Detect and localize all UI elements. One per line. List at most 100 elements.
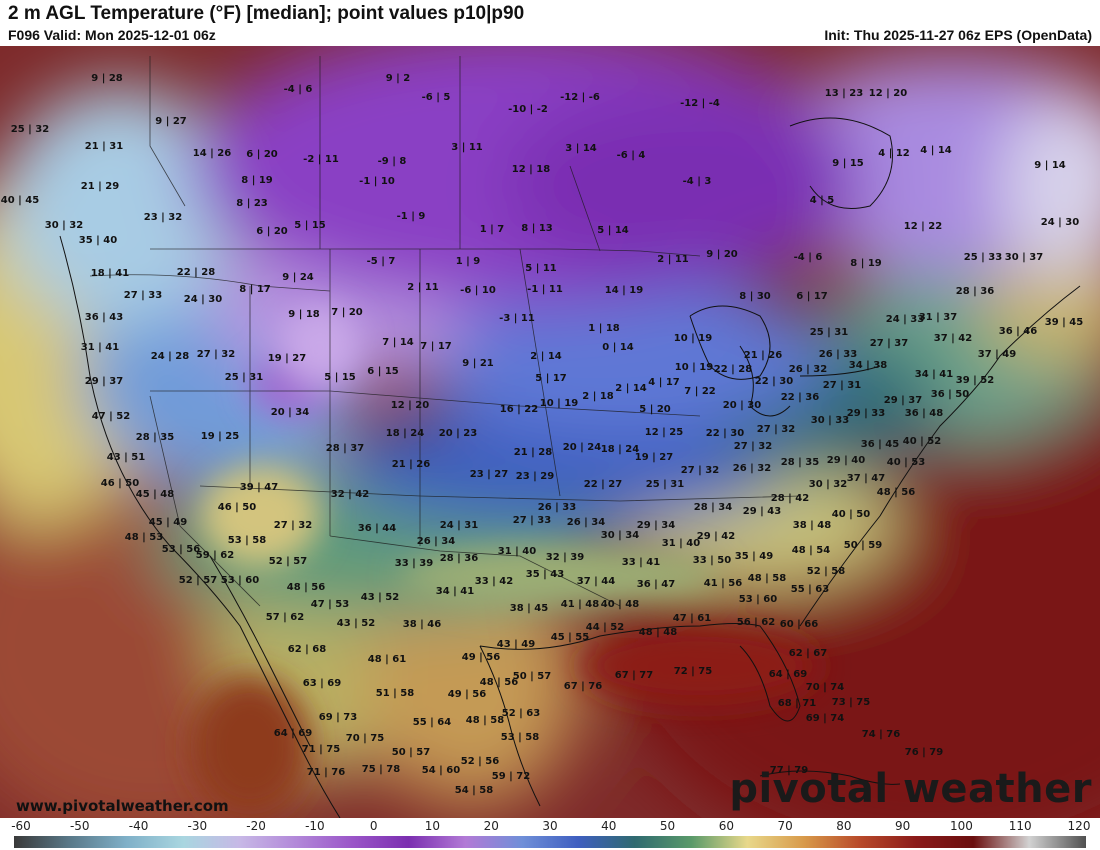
point-value-label: 37 | 44 [577, 576, 615, 587]
colorbar-tick: 30 [542, 819, 558, 833]
point-value-label: 2 | 14 [530, 351, 562, 362]
point-value-label: 29 | 33 [847, 408, 885, 419]
point-value-label: 36 | 43 [85, 312, 123, 323]
point-value-label: 13 | 23 [825, 88, 863, 99]
point-value-label: 9 | 2 [386, 73, 411, 84]
point-value-label: 48 | 48 [639, 627, 677, 638]
point-value-label: 9 | 24 [282, 272, 314, 283]
point-value-label: 48 | 56 [287, 582, 325, 593]
point-value-label: -6 | 4 [617, 150, 646, 161]
point-value-label: 52 | 57 [269, 556, 307, 567]
point-value-label: 49 | 56 [448, 689, 486, 700]
point-value-label: 16 | 22 [500, 404, 538, 415]
point-value-label: 20 | 30 [723, 400, 761, 411]
colorbar-tick: -30 [187, 819, 208, 833]
point-value-label: 32 | 39 [546, 552, 584, 563]
point-value-label: 2 | 11 [407, 282, 439, 293]
point-value-label: 9 | 21 [462, 358, 494, 369]
point-value-label: 39 | 52 [956, 375, 994, 386]
point-value-label: 30 | 34 [601, 530, 639, 541]
point-value-label: 2 | 11 [657, 254, 689, 265]
point-value-label: 25 | 33 [964, 252, 1002, 263]
point-value-label: 12 | 20 [391, 400, 429, 411]
point-value-label: 36 | 46 [999, 326, 1037, 337]
point-value-label: 10 | 19 [674, 333, 712, 344]
colorbar-tick: 100 [949, 819, 973, 833]
point-value-label: 30 | 37 [1005, 252, 1043, 263]
point-value-label: 1 | 9 [456, 256, 481, 267]
point-value-label: 23 | 27 [470, 469, 508, 480]
point-value-label: 18 | 24 [386, 428, 424, 439]
point-value-label: 2 | 18 [582, 391, 614, 402]
point-value-label: 64 | 69 [769, 669, 807, 680]
point-value-label: 47 | 61 [673, 613, 711, 624]
valid-time: F096 Valid: Mon 2025-12-01 06z [8, 27, 216, 43]
point-value-label: -1 | 9 [397, 211, 426, 222]
point-value-label: 28 | 35 [781, 457, 819, 468]
point-value-label: 7 | 22 [684, 386, 716, 397]
point-value-label: 3 | 11 [451, 142, 483, 153]
point-value-label: 37 | 42 [934, 333, 972, 344]
point-value-label: 19 | 27 [635, 452, 673, 463]
point-value-label: 14 | 19 [605, 285, 643, 296]
point-value-label: 25 | 31 [810, 327, 848, 338]
point-value-label: 44 | 52 [586, 622, 624, 633]
point-value-label: 48 | 56 [877, 487, 915, 498]
borders [89, 56, 801, 607]
point-value-label: 9 | 20 [706, 249, 738, 260]
point-value-label: 33 | 39 [395, 558, 433, 569]
colorbar-tick: 0 [369, 819, 378, 833]
point-value-label: 25 | 31 [225, 372, 263, 383]
colorbar-tick: 90 [895, 819, 911, 833]
point-value-label: 29 | 40 [827, 455, 865, 466]
point-value-label: 74 | 76 [862, 729, 900, 740]
point-value-label: 22 | 30 [755, 376, 793, 387]
point-value-label: 6 | 20 [256, 226, 288, 237]
point-value-label: 54 | 60 [422, 765, 460, 776]
coastlines [59, 117, 1081, 818]
point-value-label: -5 | 7 [367, 256, 396, 267]
point-value-label: -4 | 3 [683, 176, 712, 187]
colorbar-tick: 70 [777, 819, 793, 833]
point-value-label: 1 | 7 [480, 224, 505, 235]
point-value-label: 22 | 30 [706, 428, 744, 439]
point-value-label: 70 | 74 [806, 682, 844, 693]
point-value-label: 26 | 33 [538, 502, 576, 513]
point-value-label: -12 | -4 [680, 98, 720, 109]
point-value-label: 63 | 69 [303, 678, 341, 689]
point-value-label: 41 | 56 [704, 578, 742, 589]
point-value-label: 31 | 37 [919, 312, 957, 323]
point-value-label: 50 | 59 [844, 540, 882, 551]
point-value-label: 72 | 75 [674, 666, 712, 677]
point-value-label: 50 | 57 [513, 671, 551, 682]
point-value-label: 53 | 58 [501, 732, 539, 743]
point-value-label: -4 | 6 [794, 252, 823, 263]
point-value-label: 24 | 30 [1041, 217, 1079, 228]
point-value-label: 51 | 58 [376, 688, 414, 699]
point-value-label: 9 | 27 [155, 116, 187, 127]
point-value-label: 27 | 37 [870, 338, 908, 349]
temperature-map[interactable]: 9 | 28 9 | 2 -4 | 6 -6 | 5 -12 | -6 -12 | -4 1… [0, 46, 1100, 818]
map-title: 2 m AGL Temperature (°F) [median]; point… [8, 3, 525, 24]
point-value-label: 20 | 23 [439, 428, 477, 439]
point-value-label: 12 | 22 [904, 221, 942, 232]
point-value-label: 59 | 72 [492, 771, 530, 782]
point-value-label: 2 | 14 [615, 383, 647, 394]
point-value-label: 8 | 19 [850, 258, 882, 269]
point-value-label: 10 | 19 [675, 362, 713, 373]
point-value-label: 40 | 45 [1, 195, 39, 206]
point-value-label: 53 | 56 [162, 544, 200, 555]
point-value-label: 8 | 23 [236, 198, 268, 209]
point-value-label: 21 | 26 [744, 350, 782, 361]
point-value-label: 71 | 76 [307, 767, 345, 778]
point-value-label: 36 | 45 [861, 439, 899, 450]
point-value-label: 38 | 46 [403, 619, 441, 630]
point-value-label: 40 | 53 [887, 457, 925, 468]
temperature-field [0, 46, 1100, 818]
colorbar-tick: 20 [483, 819, 499, 833]
point-value-label: 26 | 34 [567, 517, 605, 528]
point-value-label: 29 | 43 [743, 506, 781, 517]
point-value-label: 46 | 50 [101, 478, 139, 489]
point-value-label: 35 | 43 [526, 569, 564, 580]
point-value-label: 8 | 17 [239, 284, 271, 295]
